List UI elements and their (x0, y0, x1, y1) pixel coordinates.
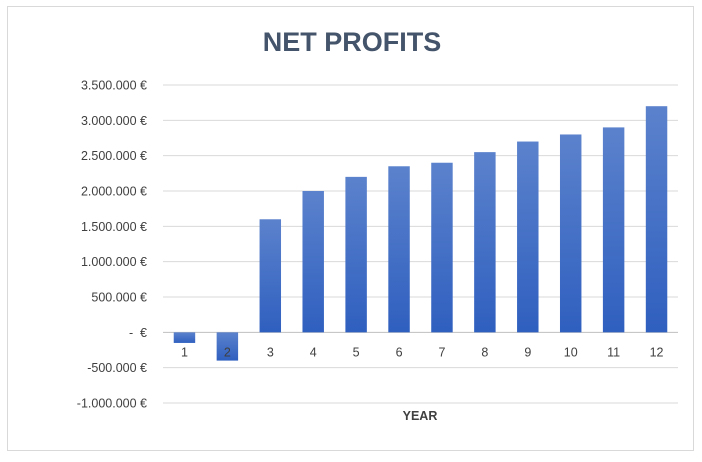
bars (173, 106, 668, 361)
bar-year-4 (302, 191, 324, 333)
bar-year-7 (431, 162, 453, 333)
bar-year-11 (602, 127, 625, 333)
x-axis-ticks: 1 2 3 4 5 6 7 8 9 10 11 12 (181, 345, 664, 359)
x-axis-title: YEAR (403, 409, 438, 423)
bar-year-1 (173, 332, 196, 343)
x-tick-label: 1 (181, 345, 188, 359)
x-tick-label: 3 (267, 345, 274, 359)
x-tick-label: 8 (481, 345, 488, 359)
y-tick-label: - € (129, 326, 147, 340)
x-tick-label: 11 (607, 345, 620, 359)
bar-year-10 (559, 134, 582, 333)
x-tick-label: 7 (438, 345, 445, 359)
bar-year-3 (259, 219, 282, 333)
y-tick-label: -1.000.000 € (77, 397, 147, 411)
y-tick-label: 3.000.000 € (81, 114, 147, 128)
x-tick-label: 4 (310, 345, 317, 359)
y-tick-label: 500.000 € (91, 291, 147, 305)
y-tick-label: 3.500.000 € (81, 79, 147, 93)
y-tick-label: 1.000.000 € (81, 255, 147, 269)
x-tick-label: 9 (524, 345, 531, 359)
y-tick-label: 2.000.000 € (81, 185, 147, 199)
y-tick-label: 2.500.000 € (81, 149, 147, 163)
chart-title: NET PROFITS (263, 27, 442, 57)
chart-frame: NET PROFITS 3.500.000 € 3.000.000 € 2.500.… (7, 6, 694, 451)
bar-year-12 (645, 106, 668, 333)
y-axis-ticks: 3.500.000 € 3.000.000 € 2.500.000 € 2.000.0… (77, 79, 147, 411)
bar-year-6 (388, 166, 410, 333)
gridlines (163, 84, 678, 404)
bar-year-8 (474, 152, 496, 333)
bar-year-9 (517, 141, 539, 333)
y-tick-label: -500.000 € (87, 361, 147, 375)
x-tick-label: 6 (396, 345, 403, 359)
x-tick-label: 12 (650, 345, 664, 359)
y-tick-label: 1.500.000 € (81, 220, 147, 234)
net-profits-chart: NET PROFITS 3.500.000 € 3.000.000 € 2.500.… (77, 27, 678, 423)
bar-year-2 (216, 332, 239, 361)
x-tick-label: 5 (353, 345, 360, 359)
x-tick-label: 10 (564, 345, 578, 359)
x-tick-label: 2 (224, 345, 231, 359)
bar-year-5 (345, 176, 367, 333)
